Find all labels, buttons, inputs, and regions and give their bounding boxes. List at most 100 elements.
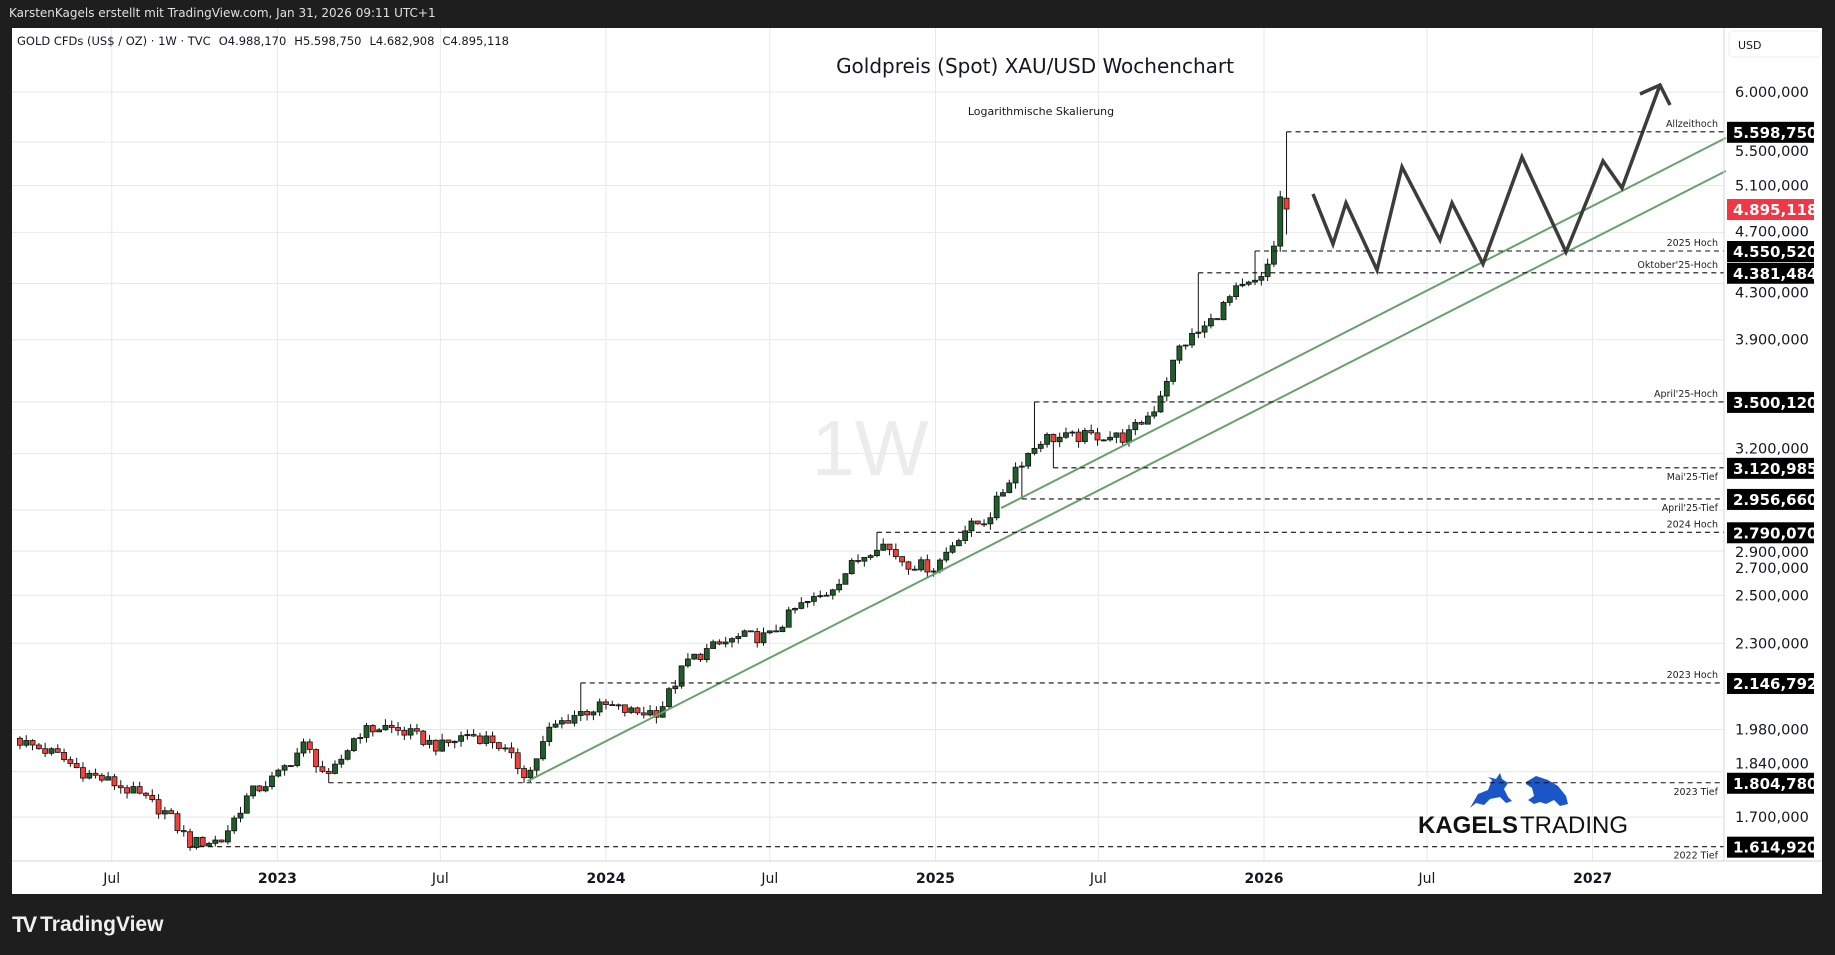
level-4[interactable]: Mai'25-Tief [1053, 467, 1724, 483]
candle-up[interactable] [1044, 432, 1050, 448]
candle-down[interactable] [117, 780, 124, 794]
candle-up[interactable] [86, 769, 93, 780]
candle-up[interactable] [250, 785, 256, 799]
candle-down[interactable] [29, 739, 36, 751]
tradingview-logo[interactable]: TV TradingView [12, 912, 163, 938]
candle-down[interactable] [911, 565, 918, 571]
candle-up[interactable] [861, 557, 868, 567]
chart-panel[interactable]: 1W GOLD CFDs (US$ / OZ) · 1W · TVC O4.988,… [12, 28, 1822, 894]
candle-up[interactable] [351, 737, 357, 753]
currency-selector-box[interactable] [1728, 30, 1822, 58]
candle-up[interactable] [23, 735, 30, 748]
candle-down[interactable] [42, 742, 49, 757]
candle-up[interactable] [558, 717, 565, 729]
candle-down[interactable] [155, 794, 162, 819]
candle-up[interactable] [874, 532, 880, 558]
candle-down[interactable] [17, 736, 23, 750]
candle-down[interactable] [634, 706, 641, 716]
candle-down[interactable] [470, 729, 477, 738]
candle-up[interactable] [968, 518, 975, 537]
candle-up[interactable] [1239, 278, 1246, 288]
candle-up[interactable] [1201, 320, 1208, 338]
candle-up[interactable] [161, 806, 168, 820]
level-0[interactable]: Allzeithoch [1286, 119, 1724, 133]
candle-up[interactable] [1081, 427, 1088, 444]
candle-up[interactable] [993, 491, 1000, 521]
candle-up[interactable] [439, 733, 446, 752]
candle-up[interactable] [105, 771, 112, 781]
currency-selector[interactable]: USD [1728, 30, 1822, 58]
level-9[interactable]: 2022 Tief [190, 846, 1724, 862]
candle-up[interactable] [540, 735, 546, 761]
candle-down[interactable] [401, 726, 408, 740]
projection-path[interactable] [1311, 84, 1662, 276]
candle-up[interactable] [848, 558, 855, 575]
candle-up[interactable] [842, 573, 849, 585]
candle-up[interactable] [1006, 479, 1013, 494]
candle-down[interactable] [697, 653, 704, 662]
candle-down[interactable] [640, 706, 647, 719]
candle-up[interactable] [231, 815, 238, 834]
time-axis[interactable]: Jul 2023 Jul 2024 Jul 2025 Jul 2026 Jul 2027 [102, 871, 1612, 887]
candle-up[interactable] [722, 636, 729, 648]
candle-down[interactable] [1094, 427, 1101, 446]
level-1[interactable]: 2025 Hoch [1255, 238, 1724, 252]
candle-up[interactable] [376, 727, 383, 733]
candle-up[interactable] [269, 771, 275, 790]
candle-up[interactable] [1031, 401, 1038, 456]
candle-up[interactable] [502, 744, 509, 752]
level-3[interactable]: April'25-Hoch [1034, 389, 1724, 403]
candle-down[interactable] [388, 720, 395, 734]
candle-up[interactable] [785, 606, 792, 628]
candle-up[interactable] [552, 719, 559, 729]
candle-up[interactable] [1069, 430, 1076, 437]
candle-up[interactable] [332, 760, 338, 775]
candle-up[interactable] [647, 704, 653, 717]
candle-down[interactable] [369, 724, 376, 737]
candle-down[interactable] [981, 519, 987, 527]
candle-up[interactable] [735, 633, 742, 644]
candle-up[interactable] [363, 722, 370, 743]
price-axis[interactable]: 6.000,000 5.500,000 5.100,000 4.700,000 4.30… [1735, 85, 1809, 826]
candle-up[interactable] [1182, 344, 1189, 350]
candle-up[interactable] [1245, 280, 1252, 287]
candle-up[interactable] [1170, 359, 1177, 385]
candle-down[interactable] [609, 700, 616, 706]
candle-up[interactable] [193, 836, 200, 850]
candle-up[interactable] [571, 710, 578, 727]
candle-up[interactable] [262, 781, 269, 793]
candle-down[interactable] [199, 836, 206, 847]
candle-up[interactable] [962, 525, 969, 545]
candle-down[interactable] [92, 768, 99, 779]
candle-down[interactable] [974, 520, 981, 525]
candle-up[interactable] [338, 754, 345, 768]
trendline-lower[interactable] [527, 170, 1727, 782]
candle-down[interactable] [1088, 424, 1095, 435]
level-6[interactable]: 2024 Hoch [876, 519, 1724, 533]
candle-up[interactable] [1271, 240, 1277, 268]
candle-down[interactable] [1119, 429, 1126, 446]
candle-down[interactable] [180, 825, 187, 837]
candle-down[interactable] [420, 729, 427, 747]
candle-down[interactable] [1138, 420, 1145, 426]
candle-down[interactable] [1050, 433, 1057, 468]
candle-up[interactable] [1252, 250, 1258, 286]
candle-up[interactable] [426, 735, 433, 749]
candle-up[interactable] [1144, 411, 1151, 425]
candle-down[interactable] [313, 748, 320, 773]
candle-up[interactable] [955, 538, 962, 547]
candle-down[interactable] [754, 628, 761, 648]
candle-down[interactable] [35, 742, 42, 750]
candle-down[interactable] [748, 630, 754, 633]
candle-down[interactable] [168, 808, 175, 815]
candle-up[interactable] [1163, 377, 1170, 402]
candle-up[interactable] [1189, 328, 1195, 348]
candle-up[interactable] [760, 627, 767, 646]
candle-down[interactable] [414, 723, 420, 735]
candle-down[interactable] [98, 773, 105, 783]
candle-up[interactable] [628, 706, 635, 714]
candle-down[interactable] [489, 731, 496, 749]
candle-up[interactable] [243, 793, 250, 814]
candle-up[interactable] [1226, 294, 1233, 306]
candle-down[interactable] [395, 722, 401, 736]
